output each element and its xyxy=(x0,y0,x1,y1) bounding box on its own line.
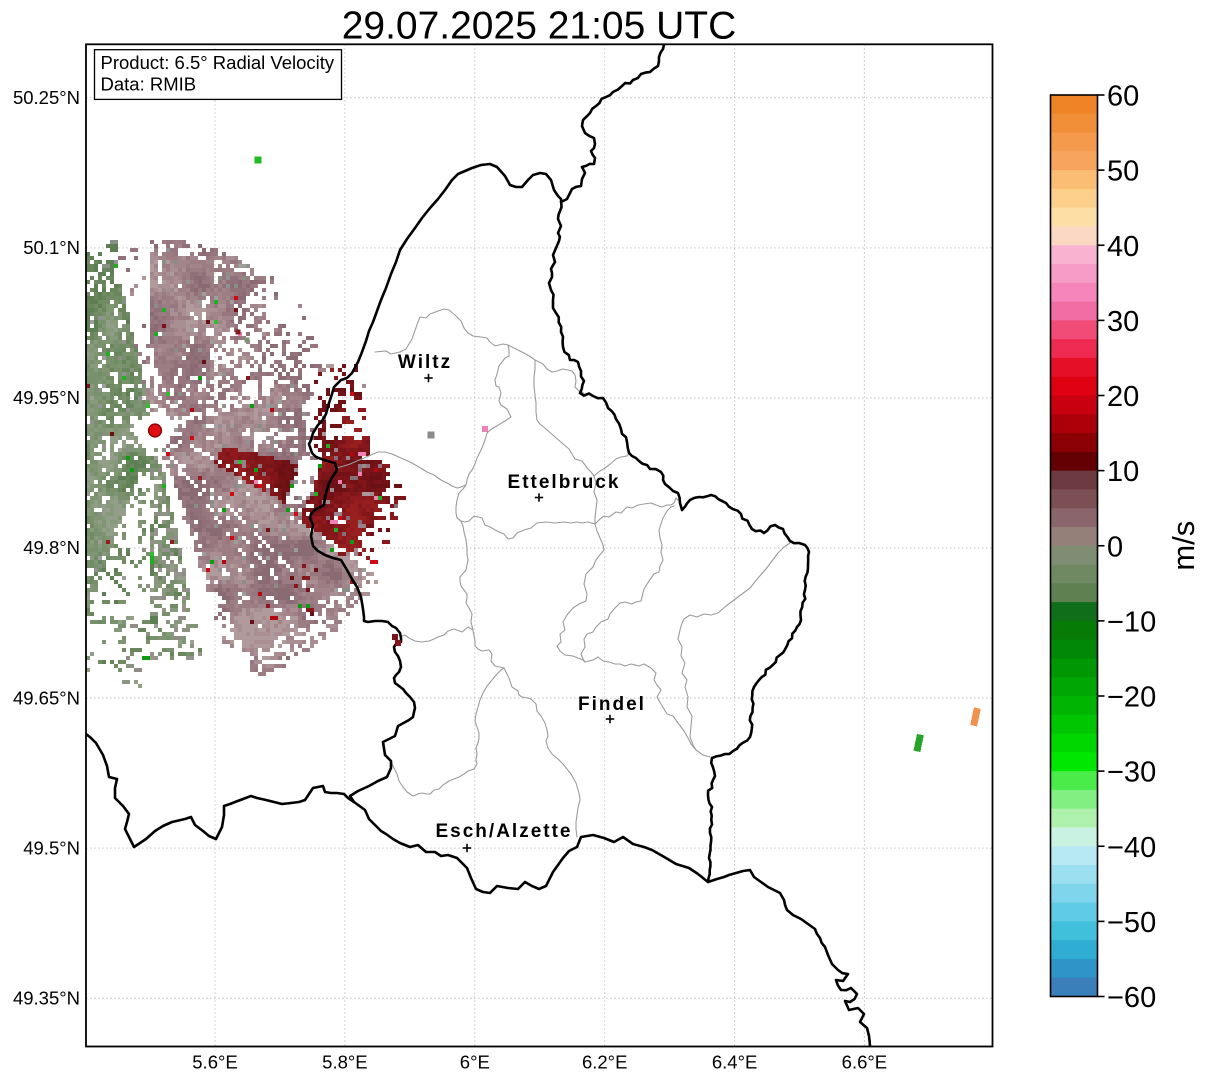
svg-text:49.8°N: 49.8°N xyxy=(23,537,80,558)
svg-text:5.6°E: 5.6°E xyxy=(192,1052,237,1073)
svg-text:49.5°N: 49.5°N xyxy=(23,837,80,858)
svg-text:6.4°E: 6.4°E xyxy=(712,1052,757,1073)
svg-text:50.25°N: 50.25°N xyxy=(13,87,80,108)
svg-text:−50: −50 xyxy=(1107,907,1156,939)
svg-text:−30: −30 xyxy=(1107,757,1156,789)
svg-text:Findel: Findel xyxy=(578,694,646,715)
svg-text:29.07.2025 21:05 UTC: 29.07.2025 21:05 UTC xyxy=(342,5,737,48)
svg-text:10: 10 xyxy=(1107,456,1139,488)
svg-text:−60: −60 xyxy=(1107,982,1156,1014)
svg-text:49.65°N: 49.65°N xyxy=(13,687,80,708)
svg-text:60: 60 xyxy=(1107,81,1139,113)
svg-text:−20: −20 xyxy=(1107,682,1156,714)
svg-text:−40: −40 xyxy=(1107,832,1156,864)
svg-text:50.1°N: 50.1°N xyxy=(23,237,80,258)
svg-text:6.6°E: 6.6°E xyxy=(842,1052,887,1073)
svg-text:5.8°E: 5.8°E xyxy=(322,1052,367,1073)
svg-text:49.35°N: 49.35°N xyxy=(13,987,80,1008)
svg-text:Product: 6.5° Radial Velocity: Product: 6.5° Radial Velocity xyxy=(101,52,335,73)
svg-text:−10: −10 xyxy=(1107,606,1156,638)
svg-text:Wiltz: Wiltz xyxy=(398,352,452,373)
svg-text:50: 50 xyxy=(1107,156,1139,188)
svg-text:Data: RMIB: Data: RMIB xyxy=(101,74,197,95)
svg-text:Ettelbruck: Ettelbruck xyxy=(508,472,621,493)
svg-text:40: 40 xyxy=(1107,231,1139,263)
svg-text:30: 30 xyxy=(1107,306,1139,338)
svg-text:49.95°N: 49.95°N xyxy=(13,387,80,408)
svg-text:Esch/Alzette: Esch/Alzette xyxy=(436,821,573,842)
svg-text:20: 20 xyxy=(1107,381,1139,413)
svg-text:m/s: m/s xyxy=(1166,521,1201,571)
svg-text:6.2°E: 6.2°E xyxy=(582,1052,627,1073)
svg-text:6°E: 6°E xyxy=(460,1052,490,1073)
svg-text:0: 0 xyxy=(1107,531,1123,563)
